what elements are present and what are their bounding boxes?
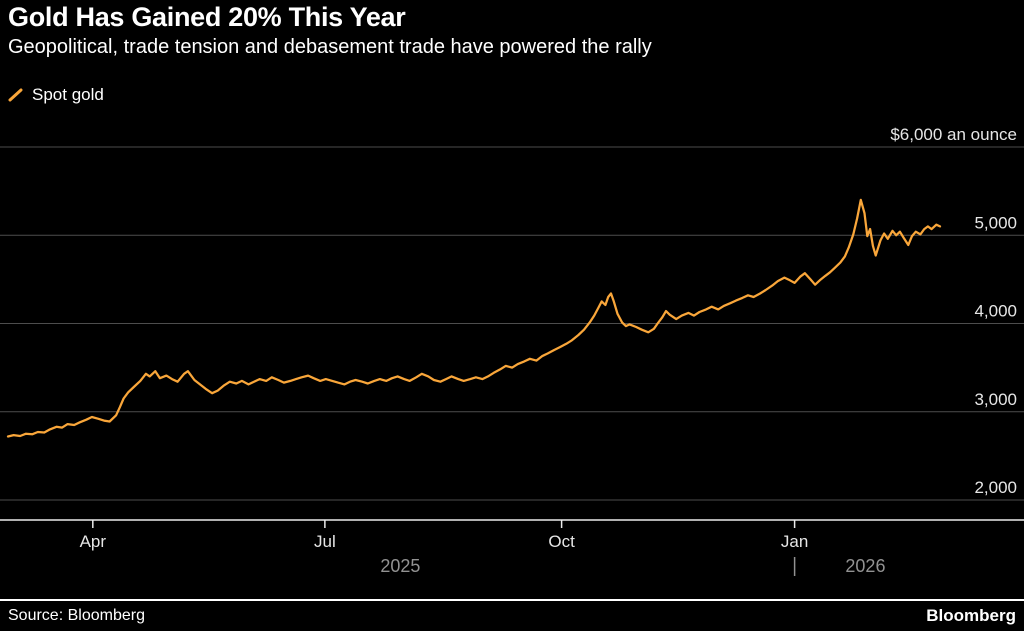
x-tick-label-Apr: Apr	[80, 532, 107, 551]
x-tick-label-Jan: Jan	[781, 532, 808, 551]
x-tick-label-Jul: Jul	[314, 532, 336, 551]
y-axis-label-5000: 5,000	[974, 213, 1017, 232]
source-text: Source: Bloomberg	[8, 607, 145, 624]
line-series-icon	[8, 88, 23, 102]
y-axis-label-3000: 3,000	[974, 390, 1017, 409]
year-label-2026: 2026	[845, 556, 885, 576]
x-tick-label-Oct: Oct	[548, 532, 575, 551]
y-axis-label-4000: 4,000	[974, 302, 1017, 321]
y-axis-label-6000: $6,000 an ounce	[890, 125, 1017, 144]
year-label-2025: 2025	[380, 556, 420, 576]
legend: Spot gold	[8, 85, 104, 105]
footer: Source: Bloomberg Bloomberg	[0, 599, 1024, 631]
chart-subtitle: Geopolitical, trade tension and debaseme…	[8, 36, 652, 58]
chart-title: Gold Has Gained 20% This Year	[8, 2, 406, 32]
bloomberg-logo: Bloomberg	[926, 606, 1016, 625]
y-axis-label-2000: 2,000	[974, 478, 1017, 497]
legend-label: Spot gold	[32, 85, 104, 104]
series-line-spot-gold	[6, 198, 942, 438]
